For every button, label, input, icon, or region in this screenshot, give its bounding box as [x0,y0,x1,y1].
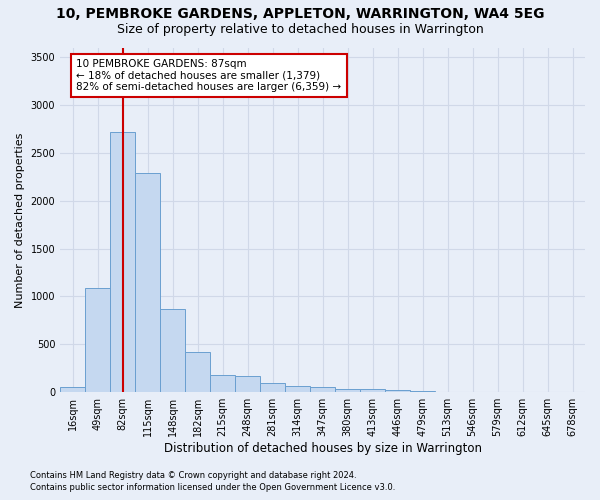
Y-axis label: Number of detached properties: Number of detached properties [15,132,25,308]
Bar [160,309,185,392]
Bar [335,389,360,392]
Text: 10 PEMBROKE GARDENS: 87sqm
← 18% of detached houses are smaller (1,379)
82% of s: 10 PEMBROKE GARDENS: 87sqm ← 18% of deta… [76,59,341,92]
Bar [385,390,410,392]
Text: Size of property relative to detached houses in Warrington: Size of property relative to detached ho… [116,22,484,36]
Bar [360,390,385,392]
Bar [135,173,160,392]
Bar [85,288,110,392]
Bar [310,387,335,392]
Bar [235,376,260,392]
Bar [60,387,85,392]
Text: Contains HM Land Registry data © Crown copyright and database right 2024.
Contai: Contains HM Land Registry data © Crown c… [30,471,395,492]
Bar [260,382,285,392]
Bar [285,386,310,392]
X-axis label: Distribution of detached houses by size in Warrington: Distribution of detached houses by size … [164,442,482,455]
Bar [210,376,235,392]
Bar [110,132,135,392]
Text: 10, PEMBROKE GARDENS, APPLETON, WARRINGTON, WA4 5EG: 10, PEMBROKE GARDENS, APPLETON, WARRINGT… [56,8,544,22]
Bar [185,352,210,392]
